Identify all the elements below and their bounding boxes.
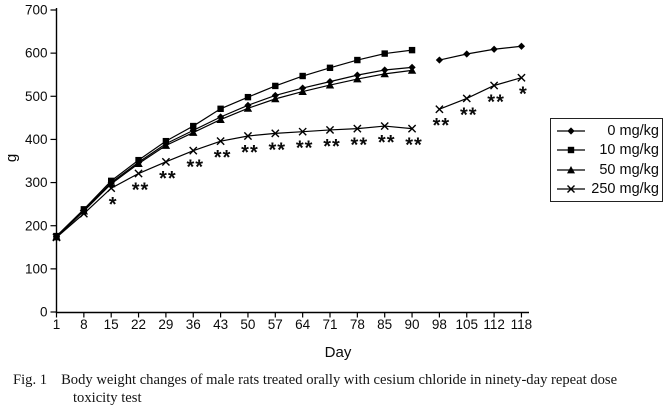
asterisk-annotation: ** xyxy=(296,138,314,160)
x-axis-title: Day xyxy=(325,344,352,361)
legend-label: 50 mg/kg xyxy=(599,161,659,178)
legend-item-250-mgkg: 250 mg/kg xyxy=(555,180,659,198)
y-tick-label: 600 xyxy=(25,46,48,61)
asterisk-annotation: ** xyxy=(186,157,204,179)
caption-text-line2: toxicity test xyxy=(73,390,142,406)
x-tick-label: 71 xyxy=(322,317,337,332)
x-tick-label: 85 xyxy=(377,317,392,332)
x-tick-label: 50 xyxy=(240,317,255,332)
x-tick-label: 112 xyxy=(483,317,505,332)
asterisk-annotation: ** xyxy=(132,180,150,202)
series-0-mg-kg xyxy=(52,42,526,241)
body-weight-line-chart: g Day 0 100 200 300 400 500 600 700 1 8 15 22 29 36 43… xyxy=(3,3,532,361)
x-tick-label: 90 xyxy=(405,317,420,332)
x-axis-ticks: 1 8 15 22 29 36 43 50 57 64 71 78 85 90 98 105 112 118 xyxy=(53,312,533,332)
x-tick-label: 22 xyxy=(131,317,146,332)
y-tick-label: 400 xyxy=(25,132,48,147)
legend: 0 mg/kg 10 mg/kg 50 mg/kg 250 mg/kg xyxy=(550,118,663,202)
x-tick-label: 98 xyxy=(432,317,447,332)
asterisk-annotation: ** xyxy=(214,147,232,169)
caption-text-line1: Body weight changes of male rats treated… xyxy=(61,372,618,388)
significance-annotations: ******* ** ** ** ** ** ** ** **** **** * xyxy=(109,84,528,216)
x-tick-label: 36 xyxy=(186,317,201,332)
x-tick-label: 29 xyxy=(158,317,173,332)
x-tick-label: 15 xyxy=(104,317,119,332)
asterisk-annotation: ** xyxy=(241,142,259,164)
y-tick-label: 100 xyxy=(25,261,48,276)
y-axis-title: g xyxy=(3,154,20,162)
y-tick-label: 0 xyxy=(40,305,48,320)
legend-label: 10 mg/kg xyxy=(599,142,659,159)
caption-fig-label: Fig. 1 xyxy=(13,372,48,388)
asterisk-annotation: * xyxy=(519,84,528,106)
asterisk-annotation: ** xyxy=(159,168,177,190)
x-marker-icon xyxy=(557,185,585,194)
plot-area: 0 100 200 300 400 500 600 700 1 8 15 22 29 36 43 50 57 64… xyxy=(25,3,532,332)
asterisk-annotation: ** xyxy=(460,104,478,126)
y-tick-label: 500 xyxy=(25,89,48,104)
y-tick-label: 300 xyxy=(25,175,48,190)
asterisk-annotation: ** xyxy=(351,135,369,157)
asterisk-annotation: ** xyxy=(378,132,396,154)
asterisk-annotation: * xyxy=(109,194,118,216)
diamond-marker-icon xyxy=(557,127,585,135)
square-marker-icon xyxy=(557,147,585,154)
y-axis-ticks: 0 100 200 300 400 500 600 700 xyxy=(25,3,57,320)
x-tick-label: 57 xyxy=(268,317,283,332)
triangle-marker-icon xyxy=(557,165,585,174)
figure-caption: Fig. 1 Body weight changes of male rats t… xyxy=(13,371,658,407)
legend-label: 0 mg/kg xyxy=(607,122,659,139)
asterisk-annotation: ** xyxy=(269,139,287,161)
asterisk-annotation: ** xyxy=(323,136,341,158)
axes xyxy=(55,8,529,314)
asterisk-annotation: ** xyxy=(405,135,423,157)
legend-item-10-mgkg: 10 mg/kg xyxy=(555,141,659,159)
asterisk-annotation: ** xyxy=(433,115,451,137)
legend-item-0-mgkg: 0 mg/kg xyxy=(555,122,659,140)
x-tick-label: 64 xyxy=(295,317,311,332)
y-tick-label: 200 xyxy=(25,218,48,233)
series-250-mg-kg xyxy=(52,73,526,242)
y-tick-label: 700 xyxy=(25,3,48,18)
legend-label: 250 mg/kg xyxy=(591,181,659,198)
x-tick-label: 43 xyxy=(213,317,228,332)
x-tick-label: 1 xyxy=(53,317,61,332)
x-tick-label: 8 xyxy=(80,317,88,332)
asterisk-annotation: ** xyxy=(487,92,505,114)
x-tick-label: 105 xyxy=(455,317,478,332)
x-tick-label: 118 xyxy=(511,317,533,332)
legend-item-50-mgkg: 50 mg/kg xyxy=(555,161,659,179)
x-tick-label: 78 xyxy=(350,317,365,332)
